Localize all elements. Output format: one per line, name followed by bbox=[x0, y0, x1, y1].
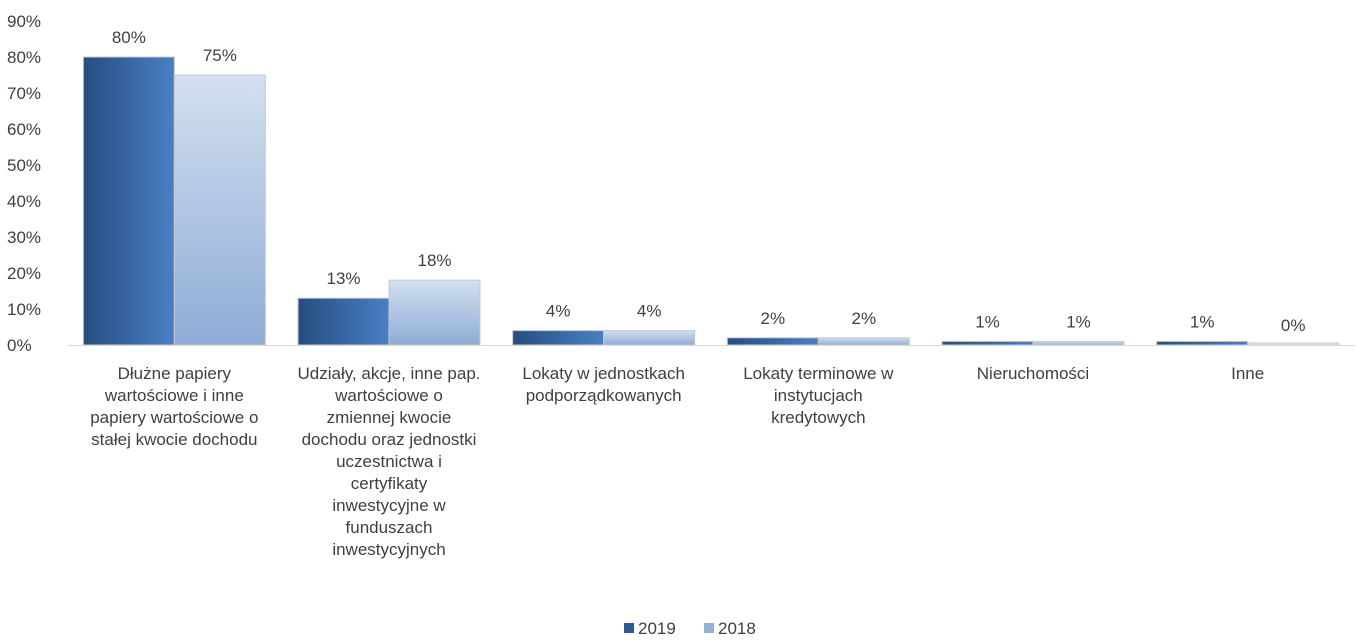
bars: 80% 75% 13% 18% 4% 4% 2% 2% 1% 1% 1% 0% bbox=[82, 28, 1340, 346]
bar-2018-0 bbox=[173, 74, 266, 346]
category-label: Inne bbox=[1231, 364, 1264, 383]
data-label-2018-1: 18% bbox=[417, 251, 451, 270]
data-label-2019-0: 80% bbox=[112, 28, 146, 47]
bar-2019-0 bbox=[82, 56, 175, 346]
bar-2018-1 bbox=[388, 279, 481, 346]
data-label-2019-5: 1% bbox=[1190, 312, 1215, 331]
y-tick-label: 20% bbox=[7, 264, 41, 283]
bar-2018-2 bbox=[603, 330, 696, 346]
bar-2019-5 bbox=[1156, 340, 1249, 346]
y-tick-label: 40% bbox=[7, 192, 41, 211]
category-label: Udziały, akcje, inne pap. wartościowe o zm… bbox=[297, 364, 480, 559]
category-label: Nieruchomości bbox=[977, 364, 1089, 383]
category-label: Lokaty w jednostkach podporządkowanych bbox=[522, 364, 685, 405]
bar-2019-3 bbox=[726, 337, 819, 346]
bar-2018-3 bbox=[817, 337, 910, 346]
bar-2018-5 bbox=[1247, 342, 1340, 346]
data-label-2018-3: 2% bbox=[852, 309, 877, 328]
bar-2019-1 bbox=[297, 297, 390, 346]
bar-2019-4 bbox=[941, 340, 1034, 346]
y-tick-label: 0% bbox=[7, 336, 32, 355]
category-label: Lokaty terminowe w instytucjach kredytowyc… bbox=[743, 364, 894, 427]
legend-label-2018: 2018 bbox=[718, 619, 756, 638]
category-label: Dłużne papiery wartościowe i inne papiery … bbox=[90, 364, 258, 449]
bar-2019-2 bbox=[512, 330, 605, 346]
legend-swatch-2019 bbox=[624, 623, 634, 633]
data-label-2018-2: 4% bbox=[637, 302, 662, 321]
y-tick-label: 60% bbox=[7, 120, 41, 139]
data-label-2019-1: 13% bbox=[326, 269, 360, 288]
y-tick-label: 10% bbox=[7, 300, 41, 319]
y-tick-label: 70% bbox=[7, 84, 41, 103]
data-label-2018-5: 0% bbox=[1281, 316, 1306, 335]
legend-swatch-2018 bbox=[704, 623, 714, 633]
data-label-2018-0: 75% bbox=[203, 46, 237, 65]
bar-2018-4 bbox=[1032, 340, 1125, 346]
x-axis: Dłużne papiery wartościowe i inne papiery … bbox=[67, 345, 1355, 559]
data-label-2019-4: 1% bbox=[975, 312, 1000, 331]
y-tick-label: 90% bbox=[7, 12, 41, 31]
y-axis: 0% 10% 20% 30% 40% 50% 60% 70% 80% 90% bbox=[7, 12, 41, 355]
y-tick-label: 30% bbox=[7, 228, 41, 247]
data-label-2019-2: 4% bbox=[546, 302, 571, 321]
data-label-2018-4: 1% bbox=[1066, 312, 1091, 331]
legend-label-2019: 2019 bbox=[638, 619, 676, 638]
legend: 2019 2018 bbox=[624, 619, 756, 638]
data-label-2019-3: 2% bbox=[761, 309, 786, 328]
y-tick-label: 80% bbox=[7, 48, 41, 67]
y-tick-label: 50% bbox=[7, 156, 41, 175]
